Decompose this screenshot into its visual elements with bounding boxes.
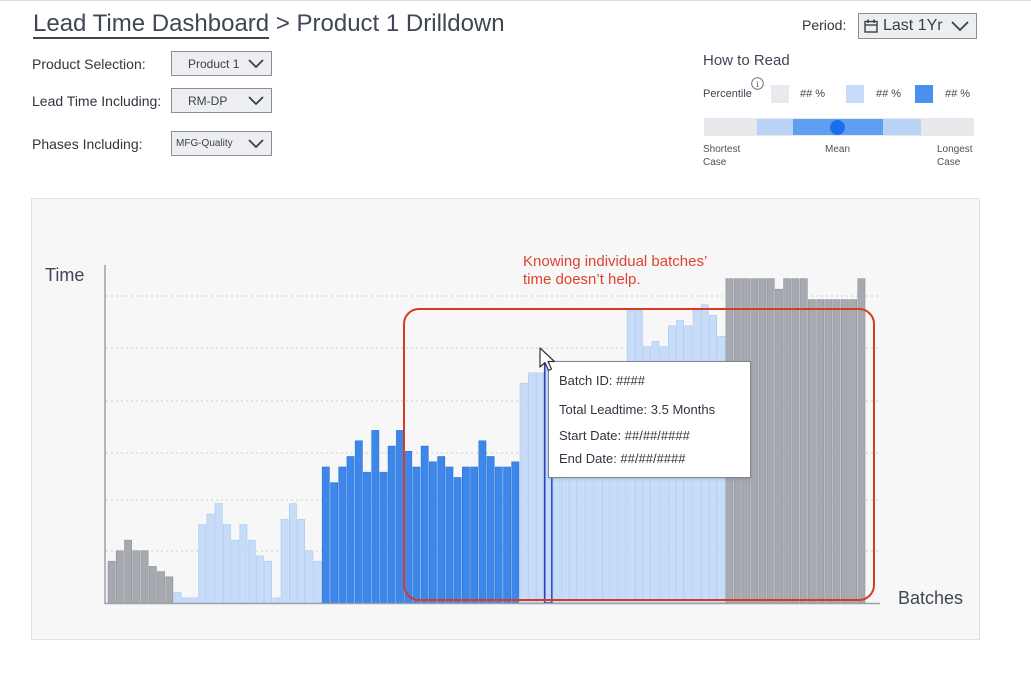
batch-bar[interactable] — [330, 482, 338, 604]
phases-value: MFG-Quality — [176, 138, 233, 149]
annotation-line-1: Knowing individual batches’ — [523, 253, 708, 270]
batch-bar[interactable] — [214, 503, 223, 604]
batch-bar[interactable] — [165, 576, 174, 604]
chevron-down-icon — [248, 139, 264, 149]
legend-longest-line2: Case — [937, 157, 961, 168]
batch-bar[interactable] — [313, 560, 322, 604]
batch-bar[interactable] — [157, 571, 165, 604]
percentile-label: Percentile — [703, 88, 752, 100]
breadcrumb-current: Product 1 Drilldown — [296, 10, 505, 37]
legend-text-outer: ## % — [800, 88, 826, 100]
how-to-read-title: How to Read — [703, 52, 790, 69]
lead-time-dropdown[interactable]: RM-DP — [171, 88, 272, 113]
legend-longest-line1: Longest — [937, 144, 973, 155]
top-divider — [0, 0, 1031, 1]
batch-bar[interactable] — [371, 430, 380, 604]
y-axis-label: Time — [45, 265, 85, 285]
chevron-down-icon — [248, 59, 264, 69]
period-value: Last 1Yr — [883, 17, 943, 34]
batch-bar[interactable] — [107, 560, 116, 604]
product-selection-label: Product Selection: — [32, 56, 146, 72]
tooltip-batch-id: Batch ID: #### — [559, 373, 645, 388]
mouse-pointer-icon — [539, 347, 556, 372]
batch-bar[interactable] — [338, 466, 347, 604]
batch-bar[interactable] — [288, 503, 297, 604]
batch-bar[interactable] — [305, 550, 314, 604]
batch-bar[interactable] — [379, 471, 388, 604]
batch-bar[interactable] — [140, 550, 149, 604]
phases-label: Phases Including: — [32, 136, 143, 152]
legend-shortest-label: Shortest Case — [703, 143, 740, 169]
batch-bar[interactable] — [148, 566, 157, 604]
batch-bar[interactable] — [173, 592, 182, 604]
legend-swatch-core — [915, 85, 933, 103]
batch-bar[interactable] — [272, 597, 281, 604]
chart-annotation: Knowing individual batches’ time doesn’t… — [523, 253, 753, 289]
batch-bar[interactable] — [115, 550, 124, 604]
product-selection-dropdown[interactable]: Product 1 — [171, 51, 272, 76]
period-label: Period: — [802, 17, 847, 33]
batch-bar[interactable] — [223, 524, 231, 604]
batch-bar[interactable] — [181, 597, 190, 604]
product-selection-value: Product 1 — [188, 56, 240, 71]
period-dropdown[interactable]: Last 1Yr — [858, 13, 977, 39]
tooltip-end-date: End Date: ##/##/#### — [559, 451, 686, 466]
legend-mean-label: Mean — [825, 144, 851, 155]
lead-time-value: RM-DP — [188, 93, 228, 108]
batch-bar[interactable] — [231, 539, 240, 604]
batch-bar[interactable] — [239, 524, 248, 604]
annotation-highlight-box — [403, 308, 875, 601]
batch-bar[interactable] — [190, 597, 198, 604]
batch-bar[interactable] — [363, 471, 371, 604]
tooltip-total-leadtime: Total Leadtime: 3.5 Months — [559, 402, 716, 417]
legend-mean-dot — [830, 120, 845, 135]
batch-bar[interactable] — [346, 456, 355, 604]
batch-bar[interactable] — [321, 466, 330, 604]
svg-text:i: i — [756, 80, 759, 89]
x-axis-label: Batches — [898, 588, 964, 608]
chevron-down-icon — [248, 96, 264, 106]
batch-bar[interactable] — [206, 513, 215, 604]
legend-longest-label: Longest Case — [937, 143, 973, 169]
legend-swatch-outer — [771, 85, 789, 103]
batch-bar[interactable] — [354, 440, 363, 604]
legend-text-middle: ## % — [876, 88, 902, 100]
page-title: Lead Time Dashboard > Product 1 Drilldow… — [33, 10, 505, 39]
batch-tooltip: Batch ID: #### Total Leadtime: 3.5 Month… — [548, 361, 751, 478]
breadcrumb-dashboard-link[interactable]: Lead Time Dashboard — [33, 10, 270, 39]
batch-bar[interactable] — [124, 539, 132, 604]
breadcrumb-separator: > — [269, 10, 297, 37]
chevron-down-icon — [951, 21, 969, 32]
annotation-line-2: time doesn’t help. — [523, 271, 641, 288]
batch-bar[interactable] — [255, 555, 264, 604]
batch-bar[interactable] — [297, 518, 305, 604]
batch-bar[interactable] — [264, 560, 272, 604]
legend-shortest-line1: Shortest — [703, 144, 741, 155]
calendar-icon — [864, 19, 878, 33]
batch-bar[interactable] — [280, 518, 289, 604]
tooltip-start-date: Start Date: ##/##/#### — [559, 428, 690, 443]
batch-bar[interactable] — [132, 550, 141, 604]
legend-swatch-middle — [846, 85, 864, 103]
info-icon[interactable]: i — [751, 77, 764, 90]
lead-time-label: Lead Time Including: — [32, 93, 162, 109]
phases-dropdown[interactable]: MFG-Quality — [171, 131, 272, 156]
legend-shortest-line2: Case — [703, 157, 727, 168]
batch-bar[interactable] — [387, 445, 396, 604]
batch-bar[interactable] — [247, 539, 256, 604]
legend-text-core: ## % — [945, 88, 971, 100]
batch-bar[interactable] — [198, 524, 207, 604]
